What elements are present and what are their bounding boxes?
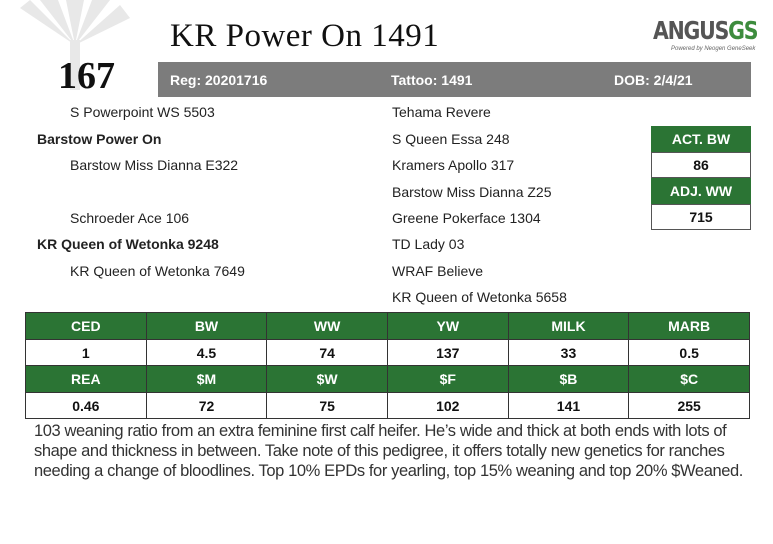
epd-header-m: $M: [145, 365, 268, 393]
pedigree-gg-8: KR Queen of Wetonka 5658: [392, 289, 567, 305]
epd-header-rea: REA: [25, 365, 147, 393]
pedigree-sire: Barstow Power On: [37, 131, 162, 147]
pedigree-gg-4: Barstow Miss Dianna Z25: [392, 184, 552, 200]
epd-header-c: $C: [628, 365, 750, 393]
epd-value-w: 75: [266, 392, 388, 419]
epd-value-ww: 74: [266, 339, 388, 366]
tattoo: Tattoo: 1491: [391, 72, 473, 88]
act-bw-label: ACT. BW: [651, 126, 751, 152]
pedigree-gg-7: WRAF Believe: [392, 263, 484, 279]
pedigree-gg-5: Greene Pokerface 1304: [392, 210, 541, 226]
epd-value-c: 255: [628, 392, 750, 419]
logo-main-text: ANGUS: [653, 16, 729, 45]
info-bar: Reg: 20201716 Tattoo: 1491 DOB: 2/4/21: [158, 62, 751, 97]
pedigree-dam-dam: KR Queen of Wetonka 7649: [70, 263, 245, 279]
epd-header-f: $F: [386, 365, 509, 393]
epd-value-m: 72: [145, 392, 268, 419]
epd-header-w: $W: [266, 365, 388, 393]
epd-value-ced: 1: [25, 339, 147, 366]
adj-ww-label: ADJ. WW: [651, 178, 751, 204]
epd-header-ww: WW: [266, 312, 388, 340]
epd-value-f: 102: [386, 392, 509, 419]
pedigree-gg-6: TD Lady 03: [392, 236, 465, 252]
pedigree-sire-sire: S Powerpoint WS 5503: [70, 104, 215, 120]
pedigree-gg-2: S Queen Essa 248: [392, 131, 510, 147]
epd-header-b: $B: [507, 365, 630, 393]
lot-description: 103 weaning ratio from an extra feminine…: [34, 422, 743, 480]
lot-number: 167: [58, 55, 115, 97]
epd-header-row: CED BW WW YW MILK MARB: [25, 312, 750, 340]
logo-tagline: Powered by Neogen GeneSeek: [671, 46, 756, 52]
date-of-birth: DOB: 2/4/21: [614, 72, 693, 88]
pedigree-gg-3: Kramers Apollo 317: [392, 157, 515, 173]
pedigree-gg-1: Tehama Revere: [392, 104, 491, 120]
epd-header-bw: BW: [145, 312, 268, 340]
pedigree-dam: KR Queen of Wetonka 9248: [37, 236, 219, 252]
epd-value-row: 0.46 72 75 102 141 255: [25, 392, 750, 419]
epd-value-row: 1 4.5 74 137 33 0.5: [25, 339, 750, 366]
animal-name: KR Power On 1491: [170, 18, 440, 54]
epd-value-milk: 33: [507, 339, 630, 366]
registration-number: Reg: 20201716: [170, 72, 268, 88]
epd-value-marb: 0.5: [628, 339, 750, 366]
act-bw-value: 86: [651, 152, 751, 178]
epd-table: CED BW WW YW MILK MARB 1 4.5 74 137 33 0…: [25, 312, 750, 419]
adj-ww-value: 715: [651, 204, 751, 230]
windmill-watermark: [20, 0, 130, 90]
epd-header-row: REA $M $W $F $B $C: [25, 365, 750, 393]
pedigree-sire-dam: Barstow Miss Dianna E322: [70, 157, 239, 173]
epd-header-ced: CED: [25, 312, 147, 340]
logo-suffix-text: GS: [728, 16, 758, 45]
epd-header-milk: MILK: [507, 312, 630, 340]
epd-value-bw: 4.5: [145, 339, 268, 366]
epd-value-b: 141: [507, 392, 630, 419]
pedigree-dam-sire: Schroeder Ace 106: [70, 210, 190, 226]
epd-header-marb: MARB: [628, 312, 750, 340]
epd-header-yw: YW: [386, 312, 509, 340]
epd-value-rea: 0.46: [25, 392, 147, 419]
epd-value-yw: 137: [386, 339, 509, 366]
angus-gs-logo: ANGUSGS Powered by Neogen GeneSeek: [653, 16, 758, 62]
